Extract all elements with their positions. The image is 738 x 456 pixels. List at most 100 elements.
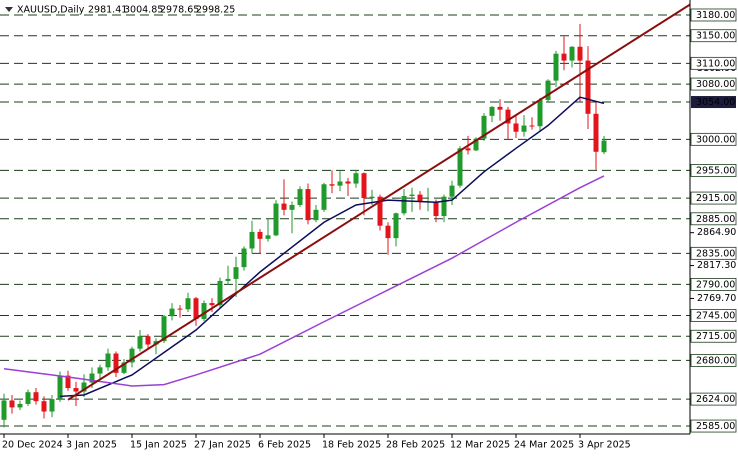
candle-body: [161, 316, 167, 342]
candle-body: [105, 353, 111, 368]
candle-body: [257, 231, 263, 239]
candle-body: [185, 298, 191, 310]
candle-body: [241, 248, 247, 268]
candle-body: [249, 231, 255, 249]
candle-body: [265, 235, 271, 239]
level-label-box: [690, 191, 737, 205]
candle-body: [553, 53, 559, 81]
level-label-box: [690, 278, 737, 291]
x-tick-label: 3 Apr 2025: [578, 440, 631, 451]
candle-body: [577, 46, 583, 61]
candle-body: [73, 388, 79, 392]
marked-level-label: 3054.00: [696, 97, 735, 108]
candle-body: [593, 113, 599, 152]
candle-body: [81, 382, 87, 392]
candle-body: [225, 278, 231, 281]
candle-body: [537, 99, 543, 127]
candle-body: [473, 138, 479, 151]
candle-body: [177, 308, 183, 310]
level-label-box: [690, 212, 737, 226]
level-label: 3110.00: [696, 58, 735, 69]
level-label: 2790.00: [696, 279, 735, 290]
x-tick-label: 18 Feb 2025: [322, 440, 381, 451]
level-label-box: [690, 56, 737, 70]
ohlc-close: 2998.25: [196, 5, 235, 16]
candle-body: [497, 106, 503, 110]
level-label: 2745.00: [696, 311, 735, 322]
candle-body: [353, 173, 359, 184]
candle-body: [329, 184, 335, 186]
level-label: 2915.00: [696, 193, 735, 204]
level-label-box: [690, 77, 737, 91]
candle-body: [377, 196, 383, 226]
candle-body: [89, 373, 95, 383]
candle-body: [369, 196, 375, 199]
level-label: 3000.00: [696, 134, 735, 145]
candle-body: [417, 194, 423, 202]
moving-average: [3, 175, 605, 387]
candle-body: [449, 185, 455, 197]
level-label: 2885.00: [696, 214, 735, 225]
candle-body: [505, 109, 511, 124]
level-label-box: [690, 8, 737, 22]
candle-body: [513, 123, 519, 132]
candle-body: [305, 189, 311, 221]
x-tick-label: 24 Mar 2025: [514, 440, 574, 451]
header: XAUUSD,Daily 2981.41 3004.85 2978.65 299…: [17, 5, 235, 16]
candle-body: [401, 195, 407, 214]
x-tick-label: 27 Jan 2025: [194, 440, 251, 451]
level-label-box: [690, 419, 737, 433]
y-tick-label: 2864.90: [697, 227, 736, 238]
candle-body: [521, 125, 527, 132]
candle-body: [201, 303, 207, 319]
ohlc-low: 2978.65: [160, 5, 199, 16]
candle-body: [193, 298, 199, 319]
candle-body: [313, 209, 319, 221]
candle-body: [57, 375, 63, 400]
x-tick-label: 6 Feb 2025: [258, 440, 311, 451]
level-label: 2835.00: [696, 248, 735, 259]
candle-body: [289, 204, 295, 210]
trendline: [67, 3, 690, 401]
level-label: 2624.00: [696, 394, 735, 405]
candle-body: [233, 267, 239, 279]
candle-body: [33, 392, 39, 402]
level-label-box: [690, 392, 737, 406]
ohlc-high: 3004.85: [124, 5, 163, 16]
candle-body: [113, 353, 119, 373]
y-tick-label: 2769.70: [697, 293, 736, 304]
candle-body: [273, 203, 279, 236]
level-label: 2680.00: [696, 355, 735, 366]
candle-body: [569, 46, 575, 61]
candle-body: [217, 280, 223, 306]
candle-body: [137, 336, 143, 349]
marked-level-box: [691, 96, 736, 109]
candle-body: [9, 400, 15, 408]
candle-body: [385, 225, 391, 239]
candle-body: [65, 375, 71, 389]
chart-title: XAUUSD,Daily: [17, 5, 85, 16]
x-tick-label: 15 Jan 2025: [130, 440, 187, 451]
candle-body: [433, 201, 439, 217]
candle-body: [337, 181, 343, 186]
level-label: 3080.00: [696, 79, 735, 90]
candle-body: [465, 148, 471, 151]
candle-body: [209, 303, 215, 306]
candle-body: [489, 106, 495, 116]
candle-body: [321, 184, 327, 210]
y-tick-label: 2817.30: [697, 260, 736, 271]
candle-body: [121, 362, 127, 373]
moving-average: [59, 96, 605, 398]
level-label: 2715.00: [696, 331, 735, 342]
symbol-icon: [5, 7, 13, 12]
level-label-box: [690, 309, 737, 322]
candle-body: [1, 400, 7, 420]
candle-body: [545, 80, 551, 100]
candle-body: [281, 203, 287, 210]
x-tick-label: 3 Jan 2025: [66, 440, 117, 451]
level-label-box: [690, 164, 737, 177]
candle-body: [481, 115, 487, 139]
candle-body: [529, 125, 535, 127]
